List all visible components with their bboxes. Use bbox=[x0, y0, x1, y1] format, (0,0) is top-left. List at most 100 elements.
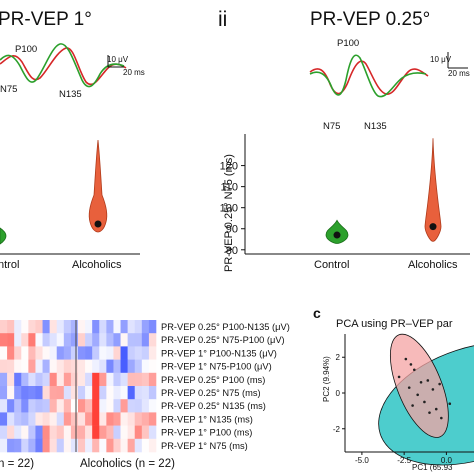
heatmap-cell bbox=[35, 359, 43, 374]
heatmap-cell bbox=[49, 320, 58, 334]
heatmap-cell bbox=[56, 346, 65, 360]
heatmap-cell bbox=[63, 425, 72, 440]
heatmap-row-label: PR-VEP 1° N75-P100 (μV) bbox=[161, 362, 272, 372]
panel-ii-waveform: ii PR-VEP 0.25° P100 N75 N135 10 μV 20 m… bbox=[218, 8, 470, 132]
heatmap-cell bbox=[148, 372, 157, 387]
violin-ii-ytick-label: 100 bbox=[220, 203, 238, 215]
heatmap-cell bbox=[28, 412, 36, 426]
heatmap-cell bbox=[99, 386, 107, 400]
heatmap-cell bbox=[78, 386, 86, 400]
panel-i-trace-control bbox=[0, 43, 125, 88]
heatmap-cell bbox=[49, 386, 58, 400]
heatmap-cell bbox=[141, 359, 150, 374]
heatmap-cell bbox=[120, 372, 128, 387]
heatmap-cell bbox=[134, 320, 143, 334]
heatmap-cell bbox=[99, 333, 107, 347]
heatmap-cell bbox=[134, 386, 143, 400]
heatmap-cell bbox=[63, 346, 72, 360]
heatmap-cell bbox=[7, 320, 15, 334]
violin-ii-shape-alcoholics bbox=[424, 138, 442, 242]
heatmap-cell bbox=[99, 372, 107, 387]
heatmap-cell bbox=[127, 346, 136, 360]
heatmap-cell bbox=[0, 412, 8, 426]
heatmap-cell bbox=[113, 425, 121, 440]
heatmap-cell bbox=[127, 438, 136, 453]
pca-panel-letter: c bbox=[313, 305, 321, 321]
heatmap-cell bbox=[14, 438, 22, 453]
heatmap-cell bbox=[7, 399, 15, 413]
heatmap-cell bbox=[35, 425, 43, 440]
heatmap-cell bbox=[127, 399, 136, 413]
heatmap-cell bbox=[106, 425, 114, 440]
heatmap-cell bbox=[120, 412, 128, 426]
violin-i-control-shape bbox=[0, 227, 7, 245]
heatmap-cell bbox=[21, 412, 29, 426]
pca-xtick-label: 0.0 bbox=[441, 456, 453, 465]
heatmap-cell bbox=[7, 346, 15, 360]
heatmap-cell bbox=[92, 386, 100, 400]
panel-i-scale-uv: 10 μV bbox=[107, 55, 129, 64]
heatmap-cell bbox=[63, 438, 72, 453]
violin-ii-ylabel: PR-VEP 0.25° N75 (ms) bbox=[223, 154, 235, 272]
pca-ticks: -5.0 -2.5 0.0 2 0 -2 bbox=[333, 353, 453, 465]
violin-i-alcoholics-shape bbox=[88, 139, 108, 233]
heatmap-cell bbox=[120, 386, 128, 400]
heatmap-cell bbox=[0, 425, 8, 440]
heatmap-group-right: Alcoholics (n = 22) bbox=[80, 458, 175, 470]
heatmap-cell bbox=[120, 346, 128, 360]
heatmap-cell bbox=[148, 438, 157, 453]
heatmap-cell bbox=[28, 386, 36, 400]
heatmap-cell bbox=[148, 425, 157, 440]
heatmap-cell bbox=[127, 372, 136, 387]
heatmap-cell bbox=[21, 333, 29, 347]
violin-ii-median-alcoholics bbox=[429, 223, 437, 231]
heatmap-cell bbox=[35, 438, 43, 453]
heatmap-cell bbox=[120, 359, 128, 374]
pca-ellipse-alcoholics bbox=[389, 333, 449, 438]
pca-point bbox=[411, 404, 414, 407]
violin-ii-ytick-label: 110 bbox=[220, 182, 238, 194]
heatmap-cell bbox=[85, 399, 93, 413]
heatmap-cell bbox=[127, 425, 136, 440]
heatmap-cell bbox=[106, 359, 114, 374]
heatmap-cell bbox=[49, 399, 58, 413]
panel-ii-trace-alcoholics bbox=[309, 60, 429, 95]
heatmap-cell bbox=[7, 438, 15, 453]
heatmap-group-left: n = 22) bbox=[0, 458, 34, 470]
heatmap-cell bbox=[141, 386, 150, 400]
heatmap-cell bbox=[106, 320, 114, 334]
heatmap-cell bbox=[113, 399, 121, 413]
violin-i-alcoholics-median bbox=[94, 220, 102, 228]
violin-ii-ytick-label: 80 bbox=[226, 245, 238, 257]
pca-ytick-label: -2 bbox=[333, 425, 341, 434]
heatmap-cell bbox=[49, 412, 58, 426]
heatmap-cell bbox=[99, 346, 107, 360]
heatmap-cell bbox=[70, 386, 79, 400]
panel-ii-p100-label: P100 bbox=[337, 38, 359, 49]
heatmap-row-label: PR-VEP 1° P100 (ms) bbox=[161, 428, 252, 438]
heatmap-cell bbox=[78, 438, 86, 453]
heatmap-cell bbox=[35, 320, 43, 334]
heatmap-cell bbox=[56, 425, 65, 440]
heatmap-cell bbox=[78, 399, 86, 413]
violin-ii-tick-control: Control bbox=[314, 259, 349, 271]
heatmap-cell bbox=[113, 412, 121, 426]
pca-point bbox=[448, 402, 452, 406]
heatmap-cell bbox=[141, 399, 150, 413]
heatmap-cell bbox=[120, 320, 128, 334]
pca-points bbox=[397, 357, 452, 420]
heatmap-cell bbox=[14, 346, 22, 360]
heatmap-cell bbox=[42, 438, 50, 453]
heatmap-cell bbox=[148, 346, 157, 360]
heatmap-cell bbox=[21, 425, 29, 440]
heatmap-cell bbox=[113, 438, 121, 453]
heatmap-cell bbox=[141, 372, 150, 387]
heatmap-cell bbox=[42, 386, 50, 400]
heatmap-cell bbox=[0, 399, 8, 413]
heatmap-cell bbox=[49, 372, 58, 387]
panel-ii-title: PR-VEP 0.25° bbox=[310, 9, 430, 30]
heatmap-cell bbox=[99, 359, 107, 374]
heatmap-cell bbox=[21, 372, 29, 387]
heatmap-cell bbox=[70, 333, 79, 347]
heatmap-cell bbox=[70, 412, 79, 426]
